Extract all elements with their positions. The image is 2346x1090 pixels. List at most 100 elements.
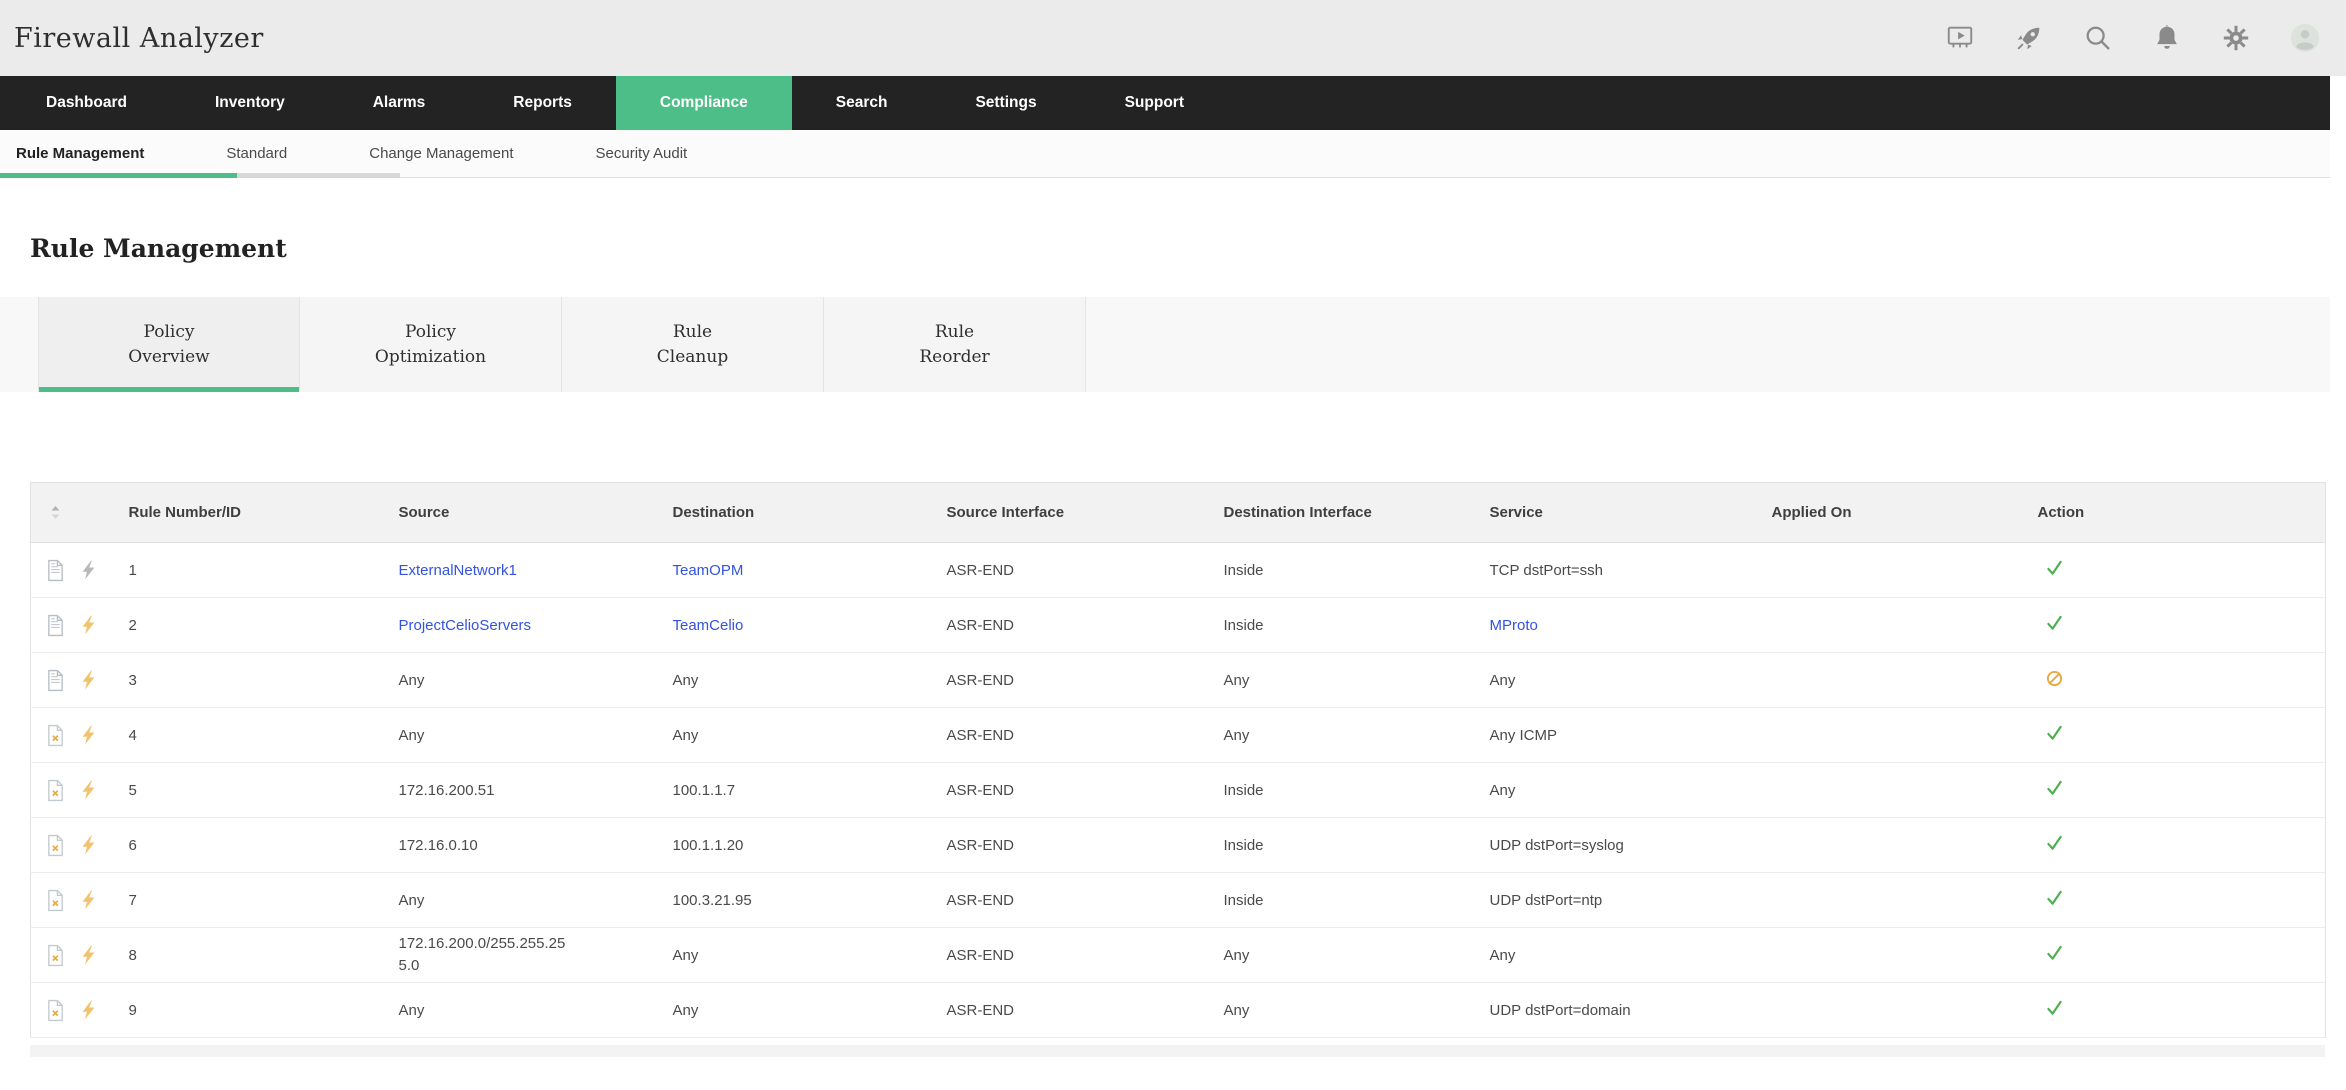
tab-label-line: Reorder xyxy=(919,345,989,370)
document-excluded-icon[interactable] xyxy=(46,834,65,857)
active-subnav-underline xyxy=(0,173,237,178)
document-lines-icon[interactable] xyxy=(46,559,65,582)
rule-number-text: 4 xyxy=(129,727,137,744)
subnav-item-change-management[interactable]: Change Management xyxy=(369,145,513,162)
user-avatar[interactable] xyxy=(2290,23,2320,53)
cell-service: UDP dstPort=syslog xyxy=(1490,818,1772,873)
cell-row-icons xyxy=(31,763,129,818)
cell-row-icons xyxy=(31,653,129,708)
rule-number-text: 1 xyxy=(129,562,137,579)
getting-started-rocket-icon[interactable] xyxy=(2014,23,2044,53)
tab-policy-overview[interactable]: PolicyOverview xyxy=(38,297,300,392)
cell-service: UDP dstPort=ntp xyxy=(1490,873,1772,928)
cell-destination: 100.1.1.20 xyxy=(673,818,947,873)
global-search-icon[interactable] xyxy=(2083,23,2113,53)
lightning-bolt-icon[interactable] xyxy=(80,724,97,746)
nav-item-search[interactable]: Search xyxy=(792,76,932,130)
cell-source-interface: ASR-END xyxy=(947,873,1224,928)
nav-item-reports[interactable]: Reports xyxy=(469,76,616,130)
cell-applied-on xyxy=(1772,763,2038,818)
cell-applied-on xyxy=(1772,543,2038,598)
document-excluded-icon[interactable] xyxy=(46,779,65,802)
nav-item-compliance[interactable]: Compliance xyxy=(616,76,792,130)
tab-rule-reorder[interactable]: RuleReorder xyxy=(824,297,1086,392)
lightning-bolt-icon[interactable] xyxy=(80,944,97,966)
rule-number-text: 8 xyxy=(129,947,137,964)
content-area: Rule Management PolicyOverviewPolicyOpti… xyxy=(0,234,2346,1057)
rule-row-2: 2ProjectCelioServersTeamCelioASR-ENDInsi… xyxy=(31,598,2326,653)
destination-interface-text: Inside xyxy=(1224,562,1264,579)
source-text: 172.16.200.0/255.255.255.0 xyxy=(399,933,577,977)
nav-item-alarms[interactable]: Alarms xyxy=(329,76,470,130)
lightning-bolt-icon[interactable] xyxy=(80,559,97,581)
lightning-bolt-icon[interactable] xyxy=(80,614,97,636)
cell-rule-number: 3 xyxy=(129,653,399,708)
cell-applied-on xyxy=(1772,983,2038,1038)
source-link[interactable]: ProjectCelioServers xyxy=(399,617,532,634)
source-link[interactable]: ExternalNetwork1 xyxy=(399,562,517,579)
allow-check-icon xyxy=(2038,1000,2063,1016)
source-interface-text: ASR-END xyxy=(947,727,1015,744)
subnav-item-security-audit[interactable]: Security Audit xyxy=(596,145,688,162)
destination-link[interactable]: TeamOPM xyxy=(673,562,744,579)
document-lines-icon[interactable] xyxy=(46,614,65,637)
cell-service: MProto xyxy=(1490,598,1772,653)
column-header-rule-number-id: Rule Number/ID xyxy=(129,483,399,543)
destination-interface-text: Any xyxy=(1224,672,1250,689)
lightning-bolt-icon[interactable] xyxy=(80,889,97,911)
next-row-cutoff xyxy=(30,1045,2325,1057)
cell-source: Any xyxy=(399,873,673,928)
destination-interface-text: Inside xyxy=(1224,892,1264,909)
cell-source-interface: ASR-END xyxy=(947,928,1224,983)
nav-item-settings[interactable]: Settings xyxy=(931,76,1080,130)
cell-action xyxy=(2038,708,2326,763)
cell-source: Any xyxy=(399,708,673,763)
cell-rule-number: 8 xyxy=(129,928,399,983)
cell-applied-on xyxy=(1772,818,2038,873)
source-interface-text: ASR-END xyxy=(947,672,1015,689)
tab-policy-optimization[interactable]: PolicyOptimization xyxy=(300,297,562,392)
table-header-row: Rule Number/IDSourceDestinationSource In… xyxy=(31,483,2326,543)
subnav-underline-extension xyxy=(237,173,400,178)
source-interface-text: ASR-END xyxy=(947,1002,1015,1019)
notifications-bell-icon[interactable] xyxy=(2152,23,2182,53)
sort-icon[interactable] xyxy=(31,504,129,521)
cell-row-icons xyxy=(31,928,129,983)
rule-number-text: 7 xyxy=(129,892,137,909)
destination-interface-text: Any xyxy=(1224,727,1250,744)
lightning-bolt-icon[interactable] xyxy=(80,999,97,1021)
lightning-bolt-icon[interactable] xyxy=(80,834,97,856)
cell-rule-number: 6 xyxy=(129,818,399,873)
subnav-item-standard[interactable]: Standard xyxy=(226,145,287,162)
row-sort-header-cell xyxy=(31,483,129,543)
document-excluded-icon[interactable] xyxy=(46,944,65,967)
rule-number-text: 5 xyxy=(129,782,137,799)
destination-text: Any xyxy=(673,672,699,689)
document-excluded-icon[interactable] xyxy=(46,889,65,912)
cell-source: 172.16.200.51 xyxy=(399,763,673,818)
subnav-item-rule-management[interactable]: Rule Management xyxy=(16,145,144,162)
service-link[interactable]: MProto xyxy=(1490,617,1538,634)
cell-applied-on xyxy=(1772,653,2038,708)
document-lines-icon[interactable] xyxy=(46,669,65,692)
cell-source-interface: ASR-END xyxy=(947,598,1224,653)
cell-destination-interface: Any xyxy=(1224,928,1490,983)
lightning-bolt-icon[interactable] xyxy=(80,779,97,801)
compliance-subnav: Rule Management Standard Change Management… xyxy=(0,130,2330,178)
cell-service: Any xyxy=(1490,928,1772,983)
service-text: Any xyxy=(1490,672,1516,689)
service-text: Any xyxy=(1490,947,1516,964)
document-excluded-icon[interactable] xyxy=(46,724,65,747)
nav-item-inventory[interactable]: Inventory xyxy=(171,76,329,130)
document-excluded-icon[interactable] xyxy=(46,999,65,1022)
nav-item-dashboard[interactable]: Dashboard xyxy=(2,76,171,130)
cell-applied-on xyxy=(1772,928,2038,983)
lightning-bolt-icon[interactable] xyxy=(80,669,97,691)
destination-link[interactable]: TeamCelio xyxy=(673,617,744,634)
cell-destination-interface: Any xyxy=(1224,708,1490,763)
video-tutorial-icon[interactable] xyxy=(1945,23,1975,53)
nav-item-support[interactable]: Support xyxy=(1081,76,1228,130)
tab-rule-cleanup[interactable]: RuleCleanup xyxy=(562,297,824,392)
tab-label-line: Overview xyxy=(128,345,209,370)
settings-gear-icon[interactable] xyxy=(2221,23,2251,53)
